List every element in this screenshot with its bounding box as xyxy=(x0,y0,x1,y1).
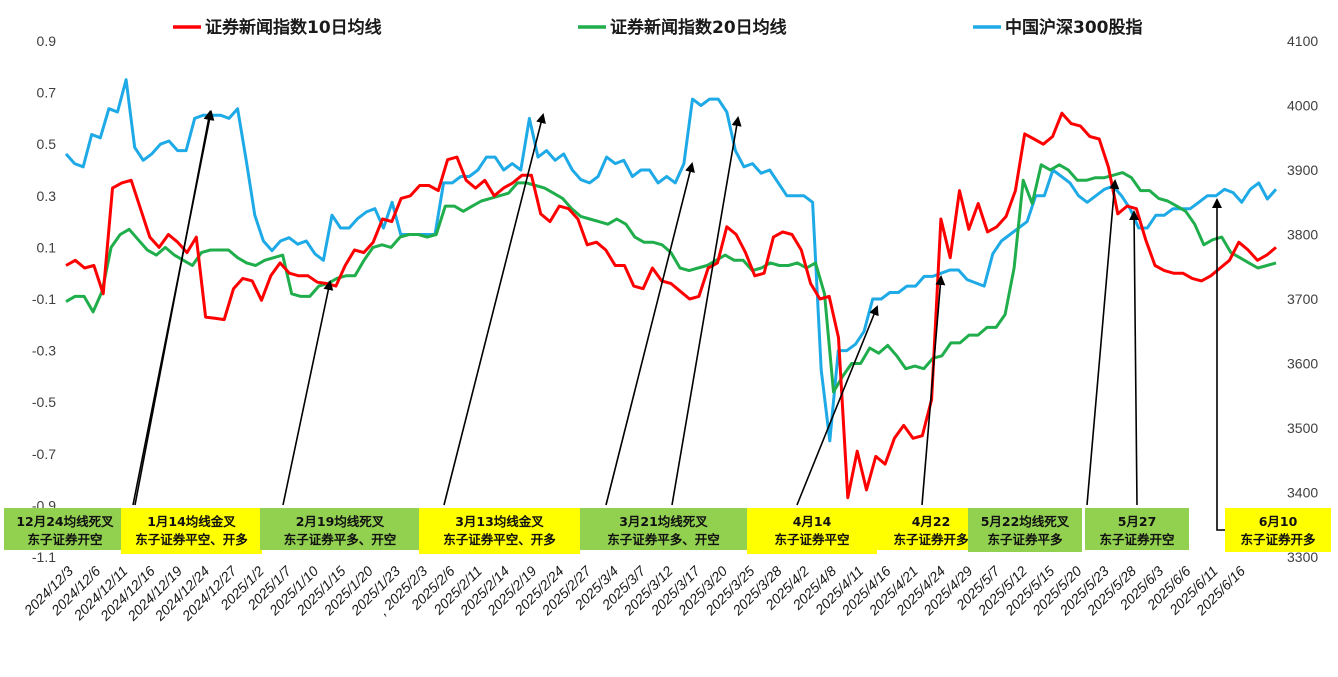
legend: 证券新闻指数10日均线 证券新闻指数20日均线 中国沪深300股指 xyxy=(173,17,1143,38)
left-tick-label: -0.1 xyxy=(32,291,56,307)
signal-action: 东子证券平空 xyxy=(774,532,849,547)
right-tick-label: 3900 xyxy=(1287,162,1318,178)
left-tick-label: 0.7 xyxy=(37,85,57,101)
signal-arrow xyxy=(282,280,334,506)
signal-title: 4月22 xyxy=(912,514,951,529)
right-tick-label: 4100 xyxy=(1287,33,1318,49)
signal-title: 12月24均线死叉 xyxy=(16,514,114,529)
right-tick-label: 3500 xyxy=(1287,420,1318,436)
series-line-0 xyxy=(65,111,1277,500)
signal-arrow xyxy=(1212,198,1225,531)
signal-action: 东子证券开空 xyxy=(27,532,102,547)
left-tick-label: -0.5 xyxy=(32,394,56,410)
signal-action: 东子证券平空、开多 xyxy=(443,532,556,547)
series-line-1 xyxy=(65,163,1277,394)
signal-arrow xyxy=(921,275,946,506)
signal-arrow xyxy=(134,110,214,506)
signal-action: 东子证券平多、开空 xyxy=(284,532,397,547)
left-tick-label: -0.3 xyxy=(32,343,56,359)
signal-arrow xyxy=(671,116,742,506)
signal-arrow xyxy=(796,305,879,506)
left-tick-label: 0.9 xyxy=(37,33,57,49)
right-tick-label: 4000 xyxy=(1287,98,1318,114)
left-tick-label: 0.3 xyxy=(37,188,57,204)
signal-action: 东子证券平多、开空 xyxy=(607,532,720,547)
signal-title: 5月27 xyxy=(1118,514,1157,529)
signal-action: 东子证券平空、开多 xyxy=(135,532,248,547)
annotations: 12月24均线死叉东子证券开空1月14均线金叉东子证券平空、开多2月19均线死叉… xyxy=(4,110,1331,554)
right-tick-label: 3600 xyxy=(1287,356,1318,372)
legend-label: 证券新闻指数10日均线 xyxy=(205,17,382,38)
signal-title: 5月22均线死叉 xyxy=(981,514,1070,529)
signal-title: 2月19均线死叉 xyxy=(296,514,385,529)
signal-arrow xyxy=(443,113,546,506)
left-tick-label: -0.7 xyxy=(32,446,56,462)
legend-label: 中国沪深300股指 xyxy=(1005,17,1143,38)
signal-box xyxy=(419,508,580,554)
left-tick-label: 0.5 xyxy=(37,136,57,152)
signal-arrow xyxy=(1086,179,1120,506)
signal-arrow xyxy=(1129,210,1140,506)
signal-box xyxy=(876,508,986,550)
signal-action: 东子证券开空 xyxy=(1099,532,1174,547)
signal-box xyxy=(580,508,747,550)
signal-box xyxy=(260,508,420,550)
legend-label: 证券新闻指数20日均线 xyxy=(610,17,787,38)
signal-box xyxy=(121,508,262,554)
signal-title: 6月10 xyxy=(1259,514,1298,529)
signal-action: 东子证券平多 xyxy=(987,532,1063,547)
signal-title: 3月21均线死叉 xyxy=(619,514,708,529)
signal-box xyxy=(4,508,126,550)
right-tick-label: 3300 xyxy=(1287,549,1318,565)
signal-title: 1月14均线金叉 xyxy=(147,514,236,529)
series-line-2 xyxy=(64,78,1278,443)
signal-box xyxy=(1085,508,1189,550)
signal-action: 东子证券开多 xyxy=(893,532,969,547)
left-tick-label: -1.1 xyxy=(32,549,56,565)
signal-box xyxy=(968,508,1082,552)
right-axis-ticks: 4100 4000 3900 3800 3700 3600 3500 3400 3300 xyxy=(1287,33,1318,565)
signal-title: 4月14 xyxy=(793,514,832,529)
signal-box xyxy=(1225,508,1331,552)
right-tick-label: 3800 xyxy=(1287,227,1318,243)
right-tick-label: 3700 xyxy=(1287,291,1318,307)
signal-action: 东子证券开多 xyxy=(1240,532,1316,547)
series-layer xyxy=(64,78,1278,500)
signal-arrow xyxy=(605,162,695,506)
right-tick-label: 3400 xyxy=(1287,485,1318,501)
signal-box xyxy=(747,508,877,554)
left-axis-ticks: 0.90.70.50.30.1-0.1-0.3-0.5-0.7-0.9-1.1 xyxy=(32,33,56,565)
signal-title: 3月13均线金叉 xyxy=(455,514,544,529)
left-tick-label: 0.1 xyxy=(37,239,57,255)
